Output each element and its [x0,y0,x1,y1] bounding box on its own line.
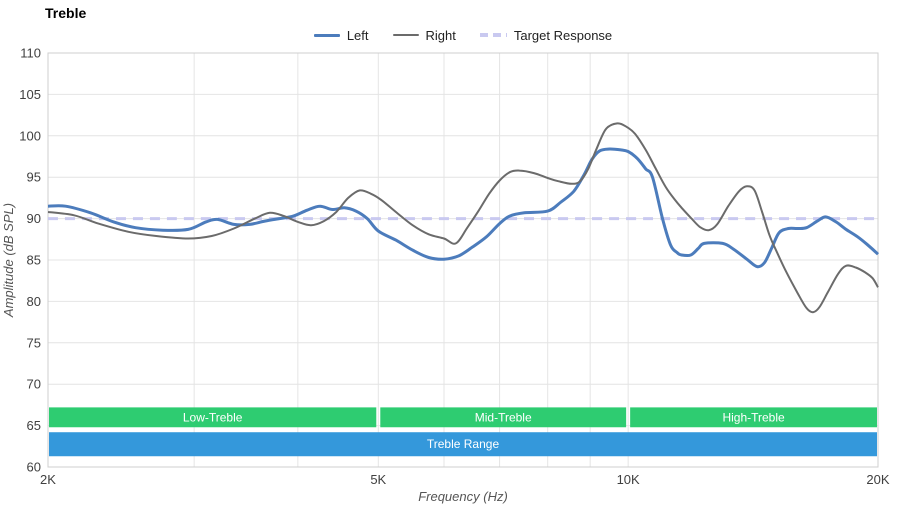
x-tick-label-10k: 10K [617,472,640,487]
legend-label-left: Left [346,27,369,43]
y-tick-label-85: 85 [27,253,41,268]
x-tick-label-2k: 2K [40,472,56,487]
y-tick-label-65: 65 [27,418,41,433]
legend-item-left[interactable]: Left [313,27,369,43]
x-tick-label-20k: 20K [866,472,889,487]
range-bands: Low-Treble Mid-Treble High-Treble Treble Ra… [49,407,877,457]
left-line-swatch-icon [313,33,340,37]
band-label-low-treble: Low-Treble [183,410,243,424]
legend-label-right: Right [425,27,456,43]
band-treble-range [49,432,877,457]
gridlines [47,52,879,468]
y-tick-label-95: 95 [27,170,41,185]
target-response-line-swatch-icon [479,33,507,37]
y-tick-label-90: 90 [27,211,41,226]
x-axis-title: Frequency (Hz) [418,489,508,504]
series-lines [47,122,880,314]
legend-item-right[interactable]: Right [392,27,456,43]
y-tick-label-80: 80 [27,294,41,309]
y-axis-title: Amplitude (dB SPL) [1,203,16,318]
band-low-treble [49,407,377,428]
series-right-line [47,122,879,314]
legend-label-target-response: Target Response [513,27,613,43]
band-label-high-treble: High-Treble [722,410,785,424]
y-tick-label-100: 100 [19,128,41,143]
legend-item-target-response[interactable]: Target Response [479,27,613,43]
legend: Left Right Target Response [48,26,878,44]
right-line-swatch-icon [392,34,419,36]
y-tick-label-75: 75 [27,335,41,350]
band-label-mid-treble: Mid-Treble [475,410,532,424]
y-tick-label-60: 60 [27,460,41,475]
y-tick-label-110: 110 [20,46,41,61]
band-mid-treble [380,407,627,428]
band-label-treble-range: Treble Range [427,437,500,451]
chart-title: Treble [45,5,87,21]
y-tick-label-70: 70 [27,377,41,392]
plot-frame [47,52,879,468]
series-left-line [47,147,880,269]
band-high-treble [630,407,877,428]
y-tick-label-105: 105 [19,87,41,102]
x-tick-label-5k: 5K [370,472,386,487]
